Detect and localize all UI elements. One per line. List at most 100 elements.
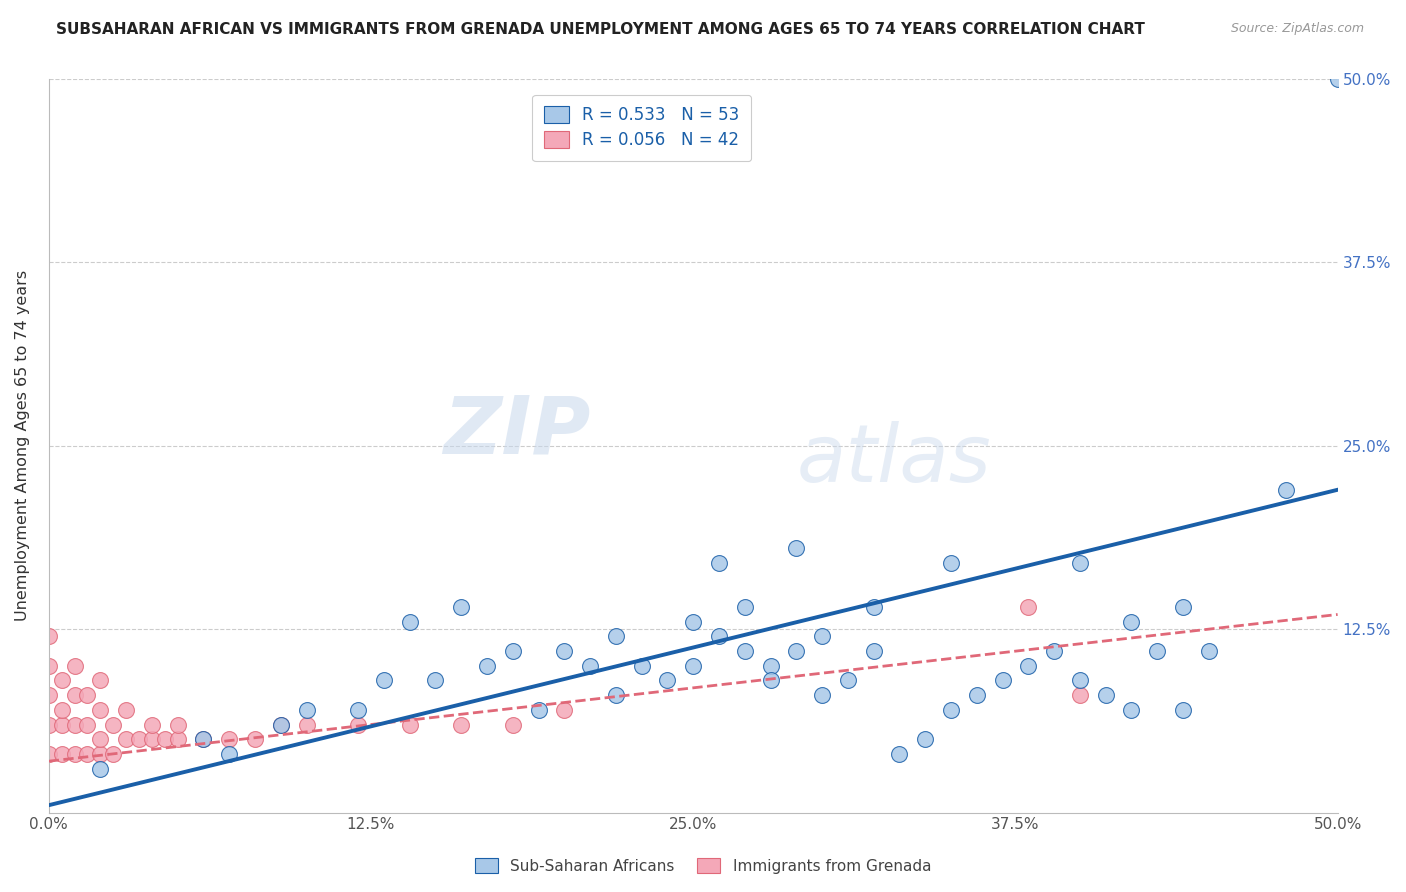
- Point: [89, 762, 111, 776]
- Point: [38, 630, 60, 644]
- Point: [38, 717, 60, 731]
- Point: [553, 703, 575, 717]
- Point: [128, 732, 150, 747]
- Point: [1069, 673, 1091, 688]
- Point: [1121, 703, 1143, 717]
- Point: [502, 644, 524, 658]
- Point: [193, 732, 215, 747]
- Point: [707, 556, 730, 570]
- Point: [579, 658, 602, 673]
- Point: [89, 673, 111, 688]
- Point: [115, 703, 138, 717]
- Point: [966, 688, 988, 702]
- Point: [295, 703, 318, 717]
- Point: [89, 732, 111, 747]
- Text: Source: ZipAtlas.com: Source: ZipAtlas.com: [1230, 22, 1364, 36]
- Point: [1043, 644, 1066, 658]
- Point: [553, 644, 575, 658]
- Point: [218, 747, 240, 761]
- Point: [347, 703, 370, 717]
- Point: [502, 717, 524, 731]
- Point: [630, 658, 652, 673]
- Point: [939, 703, 962, 717]
- Point: [450, 600, 472, 615]
- Point: [347, 717, 370, 731]
- Point: [103, 717, 125, 731]
- Point: [1198, 644, 1220, 658]
- Point: [1017, 600, 1039, 615]
- Point: [89, 703, 111, 717]
- Point: [862, 644, 884, 658]
- Point: [785, 644, 807, 658]
- Point: [38, 688, 60, 702]
- Point: [450, 717, 472, 731]
- Point: [373, 673, 395, 688]
- Point: [103, 747, 125, 761]
- Point: [862, 600, 884, 615]
- Point: [270, 717, 292, 731]
- Point: [76, 717, 98, 731]
- Point: [1094, 688, 1116, 702]
- Point: [889, 747, 911, 761]
- Point: [1171, 600, 1194, 615]
- Point: [785, 541, 807, 556]
- Point: [141, 717, 163, 731]
- Point: [38, 747, 60, 761]
- Point: [1275, 483, 1298, 497]
- Point: [991, 673, 1014, 688]
- Text: ZIP: ZIP: [443, 392, 591, 470]
- Point: [657, 673, 679, 688]
- Point: [759, 673, 782, 688]
- Point: [51, 673, 73, 688]
- Point: [51, 717, 73, 731]
- Point: [939, 556, 962, 570]
- Point: [759, 658, 782, 673]
- Point: [811, 688, 834, 702]
- Point: [1146, 644, 1168, 658]
- Point: [193, 732, 215, 747]
- Point: [51, 747, 73, 761]
- Point: [295, 717, 318, 731]
- Legend: R = 0.533   N = 53, R = 0.056   N = 42: R = 0.533 N = 53, R = 0.056 N = 42: [533, 95, 751, 161]
- Point: [166, 732, 188, 747]
- Point: [1171, 703, 1194, 717]
- Point: [1069, 556, 1091, 570]
- Point: [141, 732, 163, 747]
- Point: [51, 703, 73, 717]
- Point: [707, 630, 730, 644]
- Point: [914, 732, 936, 747]
- Point: [398, 717, 420, 731]
- Y-axis label: Unemployment Among Ages 65 to 74 years: Unemployment Among Ages 65 to 74 years: [15, 270, 30, 622]
- Point: [1121, 615, 1143, 629]
- Point: [76, 747, 98, 761]
- Point: [811, 630, 834, 644]
- Point: [425, 673, 447, 688]
- Point: [63, 747, 86, 761]
- Point: [475, 658, 498, 673]
- Point: [398, 615, 420, 629]
- Point: [270, 717, 292, 731]
- Point: [837, 673, 859, 688]
- Text: SUBSAHARAN AFRICAN VS IMMIGRANTS FROM GRENADA UNEMPLOYMENT AMONG AGES 65 TO 74 Y: SUBSAHARAN AFRICAN VS IMMIGRANTS FROM GR…: [56, 22, 1144, 37]
- Point: [605, 688, 627, 702]
- Point: [115, 732, 138, 747]
- Point: [166, 717, 188, 731]
- Point: [1017, 658, 1039, 673]
- Point: [1069, 688, 1091, 702]
- Point: [243, 732, 266, 747]
- Point: [153, 732, 176, 747]
- Point: [605, 630, 627, 644]
- Point: [63, 658, 86, 673]
- Point: [89, 747, 111, 761]
- Point: [734, 600, 756, 615]
- Point: [682, 615, 704, 629]
- Legend: Sub-Saharan Africans, Immigrants from Grenada: Sub-Saharan Africans, Immigrants from Gr…: [468, 852, 938, 880]
- Point: [682, 658, 704, 673]
- Point: [527, 703, 550, 717]
- Point: [63, 717, 86, 731]
- Point: [1326, 72, 1348, 87]
- Point: [76, 688, 98, 702]
- Text: atlas: atlas: [796, 421, 991, 500]
- Point: [734, 644, 756, 658]
- Point: [63, 688, 86, 702]
